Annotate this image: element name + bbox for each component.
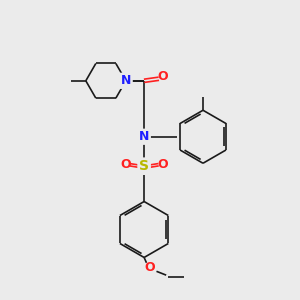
Text: O: O (157, 70, 168, 83)
Text: N: N (139, 130, 149, 143)
Text: N: N (121, 74, 131, 87)
Text: O: O (145, 261, 155, 274)
Text: N: N (121, 74, 131, 87)
Text: S: S (139, 159, 149, 173)
Text: O: O (158, 158, 168, 171)
Text: O: O (120, 158, 130, 171)
